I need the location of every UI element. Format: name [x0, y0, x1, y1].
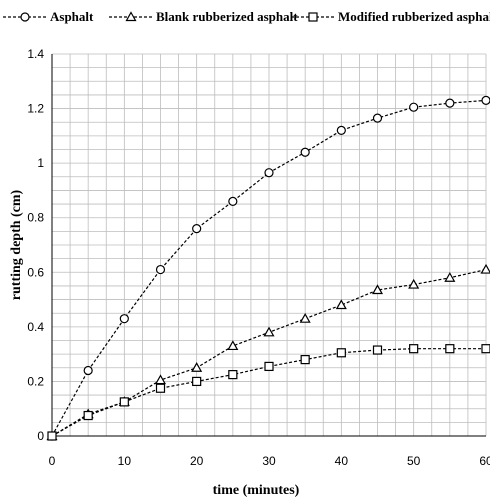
x-tick-label: 50 [407, 454, 421, 468]
data-point-triangle [335, 299, 347, 310]
legend-label: Blank rubberized asphalt [156, 9, 298, 24]
data-point-circle [445, 98, 455, 108]
data-point-circle [300, 147, 310, 157]
data-point-circle [83, 365, 93, 376]
data-point-square [47, 431, 57, 441]
data-point-square [336, 348, 346, 358]
x-tick-label: 60 [479, 454, 490, 468]
data-point-circle [336, 125, 346, 135]
data-point-circle [372, 113, 383, 123]
series-modified-rubberized-asphalt [47, 344, 490, 441]
data-point-square [192, 376, 202, 387]
data-point-triangle [480, 263, 490, 274]
y-tick-label: 1 [37, 156, 44, 170]
y-tick-label: 0.4 [27, 320, 44, 334]
data-point-triangle [371, 284, 384, 295]
x-tick-label: 20 [190, 454, 204, 468]
legend: Asphalt Blank rubberized asphalt Modifie… [0, 6, 490, 28]
series-layer [46, 95, 490, 441]
legend-label: Modified rubberized asphalt [338, 9, 490, 24]
x-tick-label: 0 [49, 454, 56, 468]
data-point-circle [228, 196, 238, 206]
y-tick-label: 0.8 [27, 211, 44, 225]
y-tick-label: 0.6 [27, 265, 44, 279]
y-tick-label: 0.2 [27, 374, 44, 388]
legend-label: Asphalt [50, 9, 94, 24]
x-axis-title: time (minutes) [213, 483, 300, 498]
data-point-square [155, 383, 166, 393]
data-point-square [445, 344, 455, 354]
data-point-square [481, 344, 490, 354]
data-point-triangle [191, 362, 203, 372]
legend-swatch-triangle-icon [109, 11, 153, 22]
data-point-triangle [408, 278, 420, 289]
tick-labels: 0 10 20 30 40 50 60 0 0.2 0.4 0.6 0.8 1 1.2 1.4 [27, 47, 490, 468]
data-point-triangle [444, 272, 456, 282]
data-point-square [228, 370, 238, 380]
data-point-circle [192, 224, 202, 234]
data-point-triangle [154, 374, 167, 385]
legend-swatch-circle-icon [3, 12, 47, 22]
legend-item-modified-rubberized-asphalt: Modified rubberized asphalt [290, 6, 490, 28]
data-point-square [264, 361, 274, 372]
grid [51, 53, 487, 437]
data-point-square [409, 344, 419, 354]
data-point-triangle [299, 312, 311, 323]
data-point-square [300, 355, 310, 365]
y-axis-title: rutting depth (cm) [9, 189, 24, 300]
y-tick-label: 1.4 [27, 47, 44, 61]
x-tick-label: 40 [335, 454, 349, 468]
data-point-triangle [263, 326, 275, 337]
data-point-circle [155, 264, 166, 275]
series-asphalt [47, 95, 490, 441]
data-point-square [83, 410, 93, 421]
x-tick-label: 10 [118, 454, 132, 468]
data-point-circle [119, 314, 129, 324]
legend-swatch-square-icon [291, 12, 335, 22]
axes [51, 54, 486, 437]
data-point-circle [409, 102, 419, 112]
y-tick-label: 0 [37, 429, 44, 443]
data-point-circle [264, 168, 274, 178]
data-point-square [372, 345, 383, 355]
data-point-square [119, 397, 129, 407]
data-point-triangle [227, 340, 239, 351]
legend-item-asphalt: Asphalt [2, 6, 93, 28]
legend-item-blank-rubberized-asphalt: Blank rubberized asphalt [108, 6, 298, 28]
y-tick-label: 1.2 [27, 102, 44, 116]
x-tick-label: 30 [262, 454, 276, 468]
data-point-circle [481, 95, 490, 105]
